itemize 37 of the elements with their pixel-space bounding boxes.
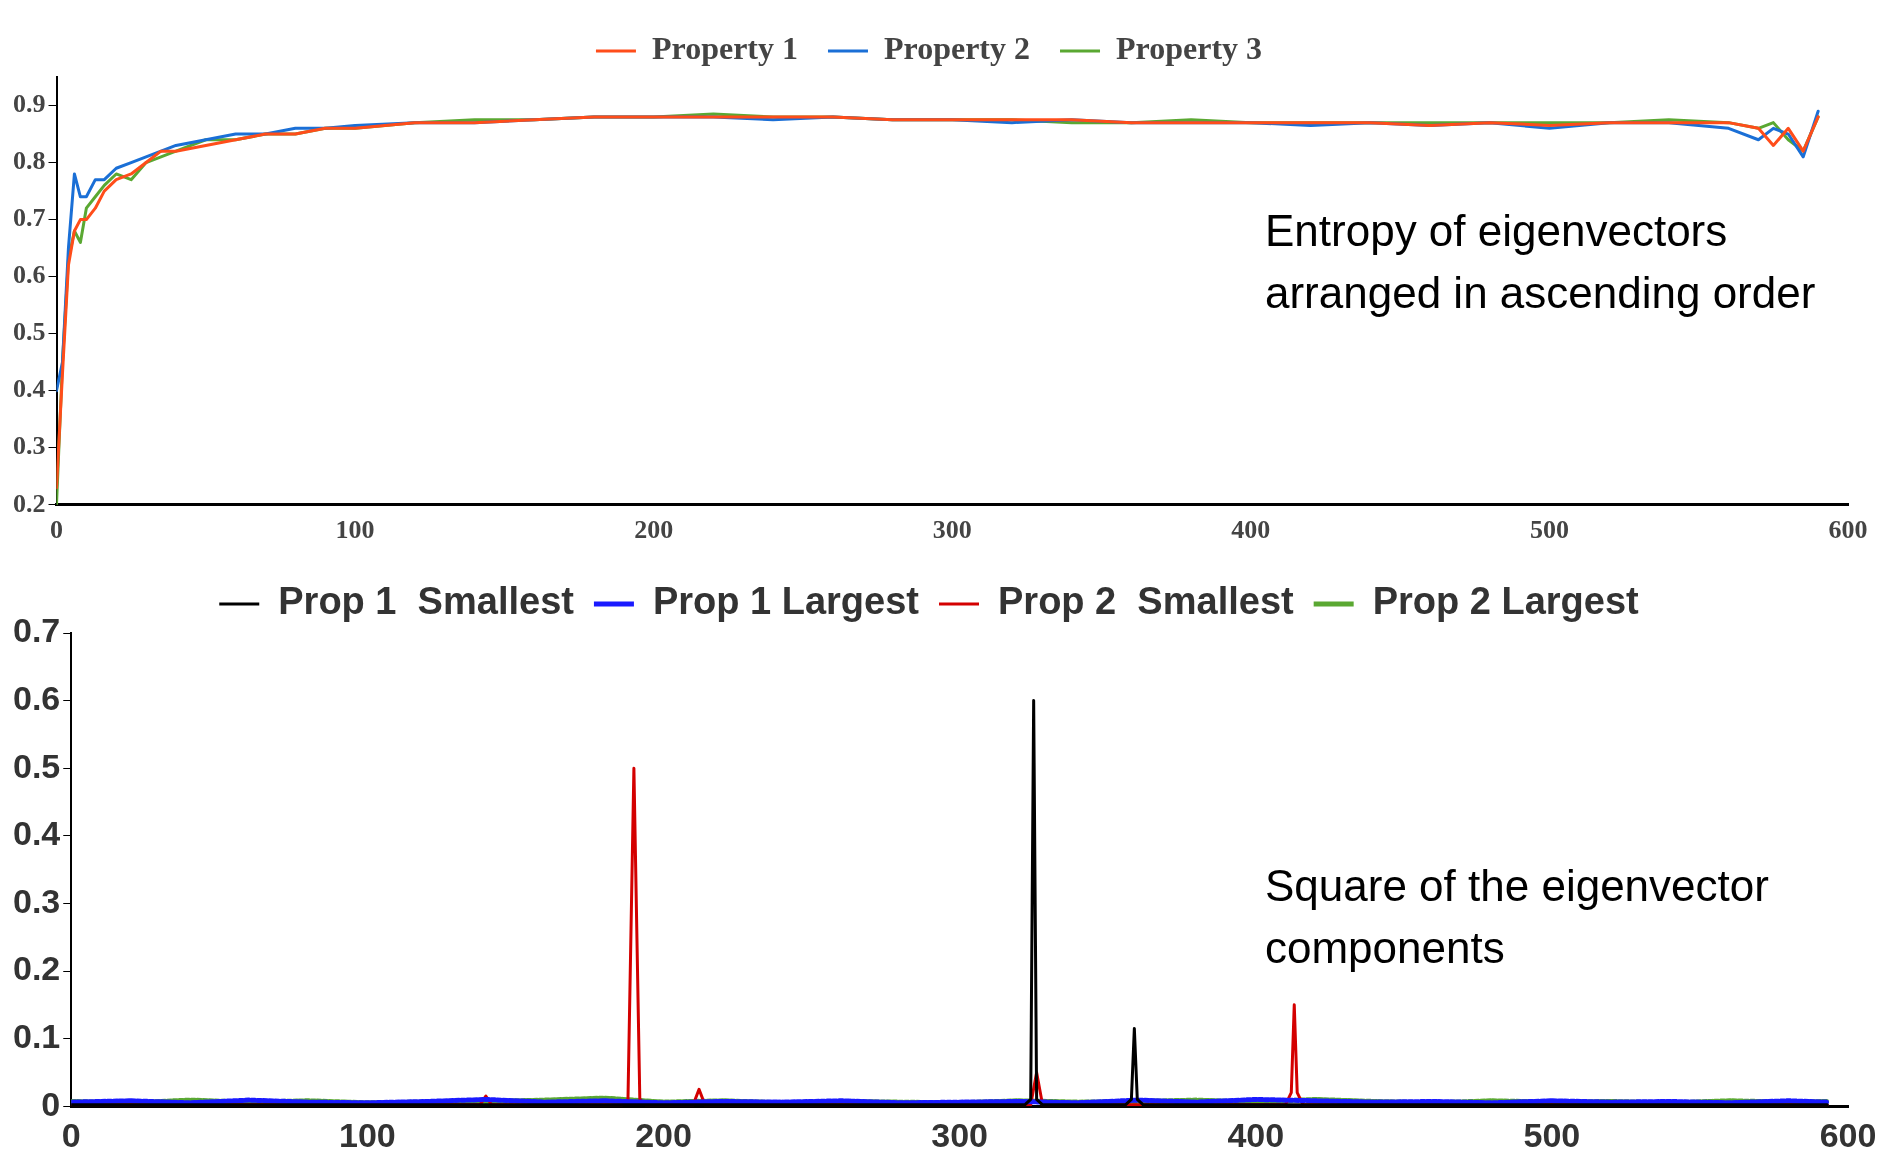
legend-label: Prop 1 Largest bbox=[652, 580, 920, 623]
annotation: Entropy of eigenvectors arranged in ascending order bbox=[1265, 205, 1817, 319]
x-tick-label: 300 bbox=[932, 515, 972, 545]
x-tick-label: 400 bbox=[1227, 1115, 1285, 1154]
x-tick-label: 500 bbox=[1523, 1115, 1581, 1154]
x-tick-label: 300 bbox=[931, 1115, 988, 1154]
y-tick-label: 0.8 bbox=[13, 146, 46, 176]
y-tick-label: 0.6 bbox=[13, 260, 46, 290]
y-tick-label: 0.7 bbox=[13, 203, 46, 233]
legend-label: Prop 1 Smallest bbox=[278, 580, 575, 623]
x-tick-label: 100 bbox=[335, 515, 375, 545]
y-tick-label: 0.7 bbox=[13, 611, 61, 650]
y-tick-label: 0.1 bbox=[13, 1016, 61, 1055]
y-tick-label: 0.6 bbox=[13, 678, 61, 717]
y-tick-label: 0.3 bbox=[13, 431, 46, 461]
legend-label: Property 2 bbox=[883, 30, 1031, 67]
x-tick-label: 100 bbox=[339, 1115, 396, 1154]
x-tick-label: 200 bbox=[634, 515, 674, 545]
legend-label: Property 3 bbox=[1116, 30, 1263, 67]
y-tick-label: 0.9 bbox=[13, 89, 46, 119]
legend-label: Prop 2 Smallest bbox=[998, 580, 1295, 623]
legend-label: Prop 2 Largest bbox=[1372, 580, 1640, 623]
annotation: Square of the eigenvector components bbox=[1265, 860, 1770, 974]
y-tick-label: 0.5 bbox=[13, 317, 46, 347]
y-tick-label: 0.3 bbox=[13, 881, 61, 920]
x-tick-label: 200 bbox=[635, 1115, 692, 1154]
y-tick-label: 0.5 bbox=[13, 746, 61, 785]
legend-label: Property 1 bbox=[651, 30, 798, 67]
y-tick-label: 0.2 bbox=[13, 949, 61, 988]
x-tick-label: 500 bbox=[1529, 515, 1569, 545]
x-tick-label: 600 bbox=[1828, 515, 1868, 545]
y-tick-label: 0.4 bbox=[13, 374, 46, 404]
x-tick-label: 400 bbox=[1231, 515, 1271, 545]
y-tick-label: 0 bbox=[41, 1084, 61, 1123]
x-tick-label: 600 bbox=[1819, 1115, 1877, 1154]
y-tick-label: 0.2 bbox=[13, 488, 46, 518]
y-tick-label: 0.4 bbox=[13, 814, 61, 853]
